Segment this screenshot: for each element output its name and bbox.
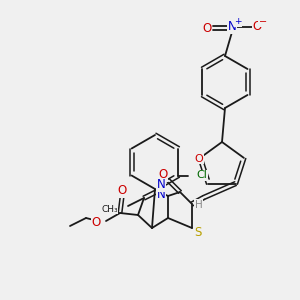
Text: N: N xyxy=(157,178,165,191)
Text: H: H xyxy=(195,200,203,210)
Text: N: N xyxy=(157,188,165,202)
Text: O: O xyxy=(117,184,127,197)
Text: O: O xyxy=(202,22,211,34)
Text: +: + xyxy=(234,17,242,26)
Text: O: O xyxy=(252,20,262,34)
Text: O: O xyxy=(195,154,203,164)
Text: O: O xyxy=(158,169,168,182)
Text: −: − xyxy=(259,17,267,27)
Text: S: S xyxy=(194,226,202,239)
Text: N: N xyxy=(228,20,236,34)
Text: O: O xyxy=(92,217,101,230)
Text: CH₃: CH₃ xyxy=(101,205,118,214)
Text: Cl: Cl xyxy=(196,170,207,181)
